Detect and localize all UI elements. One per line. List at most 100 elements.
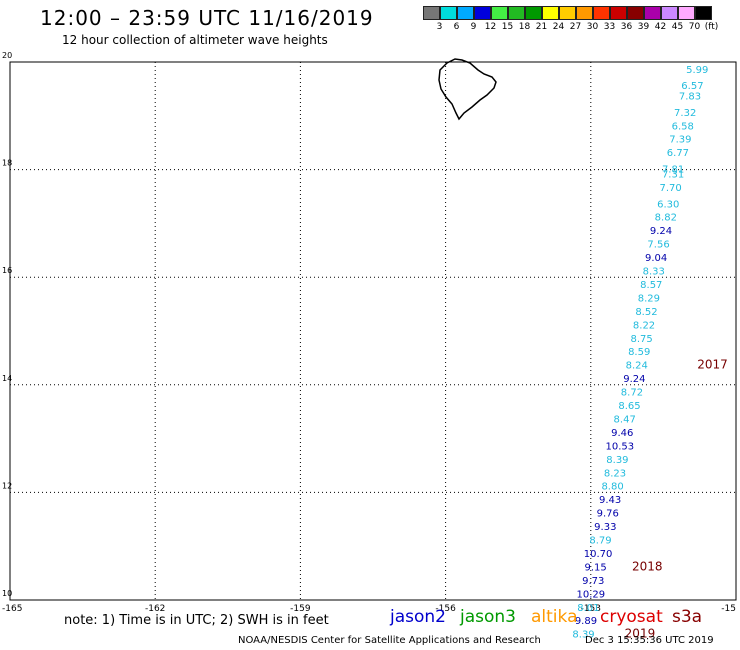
legend-swatch [678,6,695,20]
legend-swatch [457,6,474,20]
satellite-jason3: jason3 [460,607,516,627]
plot-frame [9,61,737,601]
year-label: 2017 [697,358,728,372]
legend-swatch [508,6,525,20]
legend-swatch [440,6,457,20]
y-tick-label: 10 [2,589,12,598]
x-tick-label: -15 [721,604,736,614]
legend-label: 9 [470,22,477,32]
wave-height-value: 9.33 [594,522,616,533]
wave-height-value: 8.47 [614,414,636,425]
legend-label: 27 [569,22,582,32]
wave-height-value: 6.57 [681,81,703,92]
legend-swatch [661,6,678,20]
wave-height-value: 9.76 [597,509,619,520]
legend-label: 36 [620,22,633,32]
legend-label: 42 [654,22,667,32]
y-tick-label: 12 [2,481,12,490]
wave-height-value: 7.70 [660,183,682,194]
legend-swatch [559,6,576,20]
wave-height-value: 9.89 [575,616,597,627]
satellite-altika: altika [531,607,578,627]
chart-title: 12:00 – 23:59 UTC 11/16/2019 [40,6,374,30]
legend-label: 18 [518,22,531,32]
y-tick-label: 14 [2,374,12,383]
wave-height-value: 8.72 [621,388,643,399]
legend-label: (ft) [704,22,719,32]
legend-label: 24 [552,22,565,32]
island-outline [438,58,497,121]
wave-height-value: 7.32 [674,108,696,119]
legend-label: 39 [637,22,650,32]
legend-label: 33 [603,22,616,32]
wave-height-value: 7.56 [647,240,669,251]
x-tick-label: -153 [581,604,601,614]
wave-height-value: 7.39 [669,135,691,146]
legend-swatch [491,6,508,20]
legend-swatch [525,6,542,20]
legend-label: 12 [484,22,497,32]
wave-height-value: 9.04 [645,253,667,264]
wave-height-value: 9.46 [611,428,633,439]
chart-subtitle: 12 hour collection of altimeter wave hei… [62,33,328,47]
y-tick-label: 20 [2,51,12,60]
wave-height-value: 8.23 [604,468,626,479]
satellite-s3a: s3a [672,607,703,627]
legend-label: 70 [688,22,701,32]
legend-label: 15 [501,22,514,32]
wave-height-value: 9.43 [599,495,621,506]
legend-swatch [576,6,593,20]
legend-swatch [423,6,440,20]
x-tick-label: -156 [435,604,456,614]
wave-height-value: 6.77 [667,148,689,159]
x-tick-label: -159 [290,604,311,614]
wave-height-value: 8.65 [618,401,640,412]
wave-height-value: 8.80 [601,482,623,493]
wave-height-value: 8.39 [606,455,628,466]
wave-height-value: 8.39 [572,630,594,641]
wave-height-value: 8.57 [640,280,662,291]
year-label: 2018 [632,559,663,573]
y-tick-label: 18 [2,159,12,168]
wave-height-value: 8.33 [643,267,665,278]
legend-label: 6 [453,22,460,32]
wave-height-value: 9.24 [623,374,645,385]
x-tick-label: -162 [145,604,165,614]
credit-left: NOAA/NESDIS Center for Satellite Applica… [238,635,541,646]
satellite-jason2: jason2 [390,607,446,627]
gridlines [10,62,736,600]
legend-swatch [474,6,491,20]
legend-swatch [610,6,627,20]
legend-swatch [627,6,644,20]
color-legend [423,6,712,20]
legend-label: 21 [535,22,548,32]
wave-height-value: 8.59 [628,347,650,358]
credit-right: Dec 3 15:35:36 UTC 2019 [585,635,714,646]
legend-label: 3 [436,22,443,32]
wave-height-value: 8.22 [633,320,655,331]
x-tick-label: -165 [2,604,22,614]
wave-height-points: 5.99 6.577.83 7.32 6.58 7.39 6.77 7.817.31 7.70… [572,65,708,641]
wave-height-value: 10.53 [606,441,635,452]
year-labels: 2016201720182019 [625,358,728,641]
legend-swatch [593,6,610,20]
y-tick-label: 16 [2,266,12,275]
wave-height-value: 7.81 [662,164,684,175]
wave-height-value: 8.24 [626,361,648,372]
wave-height-value: 5.99 [686,65,708,76]
wave-height-value: 10.70 [584,549,613,560]
legend-swatch [644,6,661,20]
wave-height-value: 8.82 [655,213,677,224]
wave-height-value: 8.52 [635,307,657,318]
wave-height-value: 9.15 [585,562,607,573]
wave-height-value: 9.24 [650,226,672,237]
satellite-cryosat: cryosat [600,607,663,627]
wave-height-value: 10.29 [576,589,605,600]
legend-swatch [542,6,559,20]
wave-height-value: 8.29 [638,293,660,304]
legend-swatch [695,6,712,20]
legend-label: 45 [671,22,684,32]
wave-height-value: 6.30 [657,199,679,210]
